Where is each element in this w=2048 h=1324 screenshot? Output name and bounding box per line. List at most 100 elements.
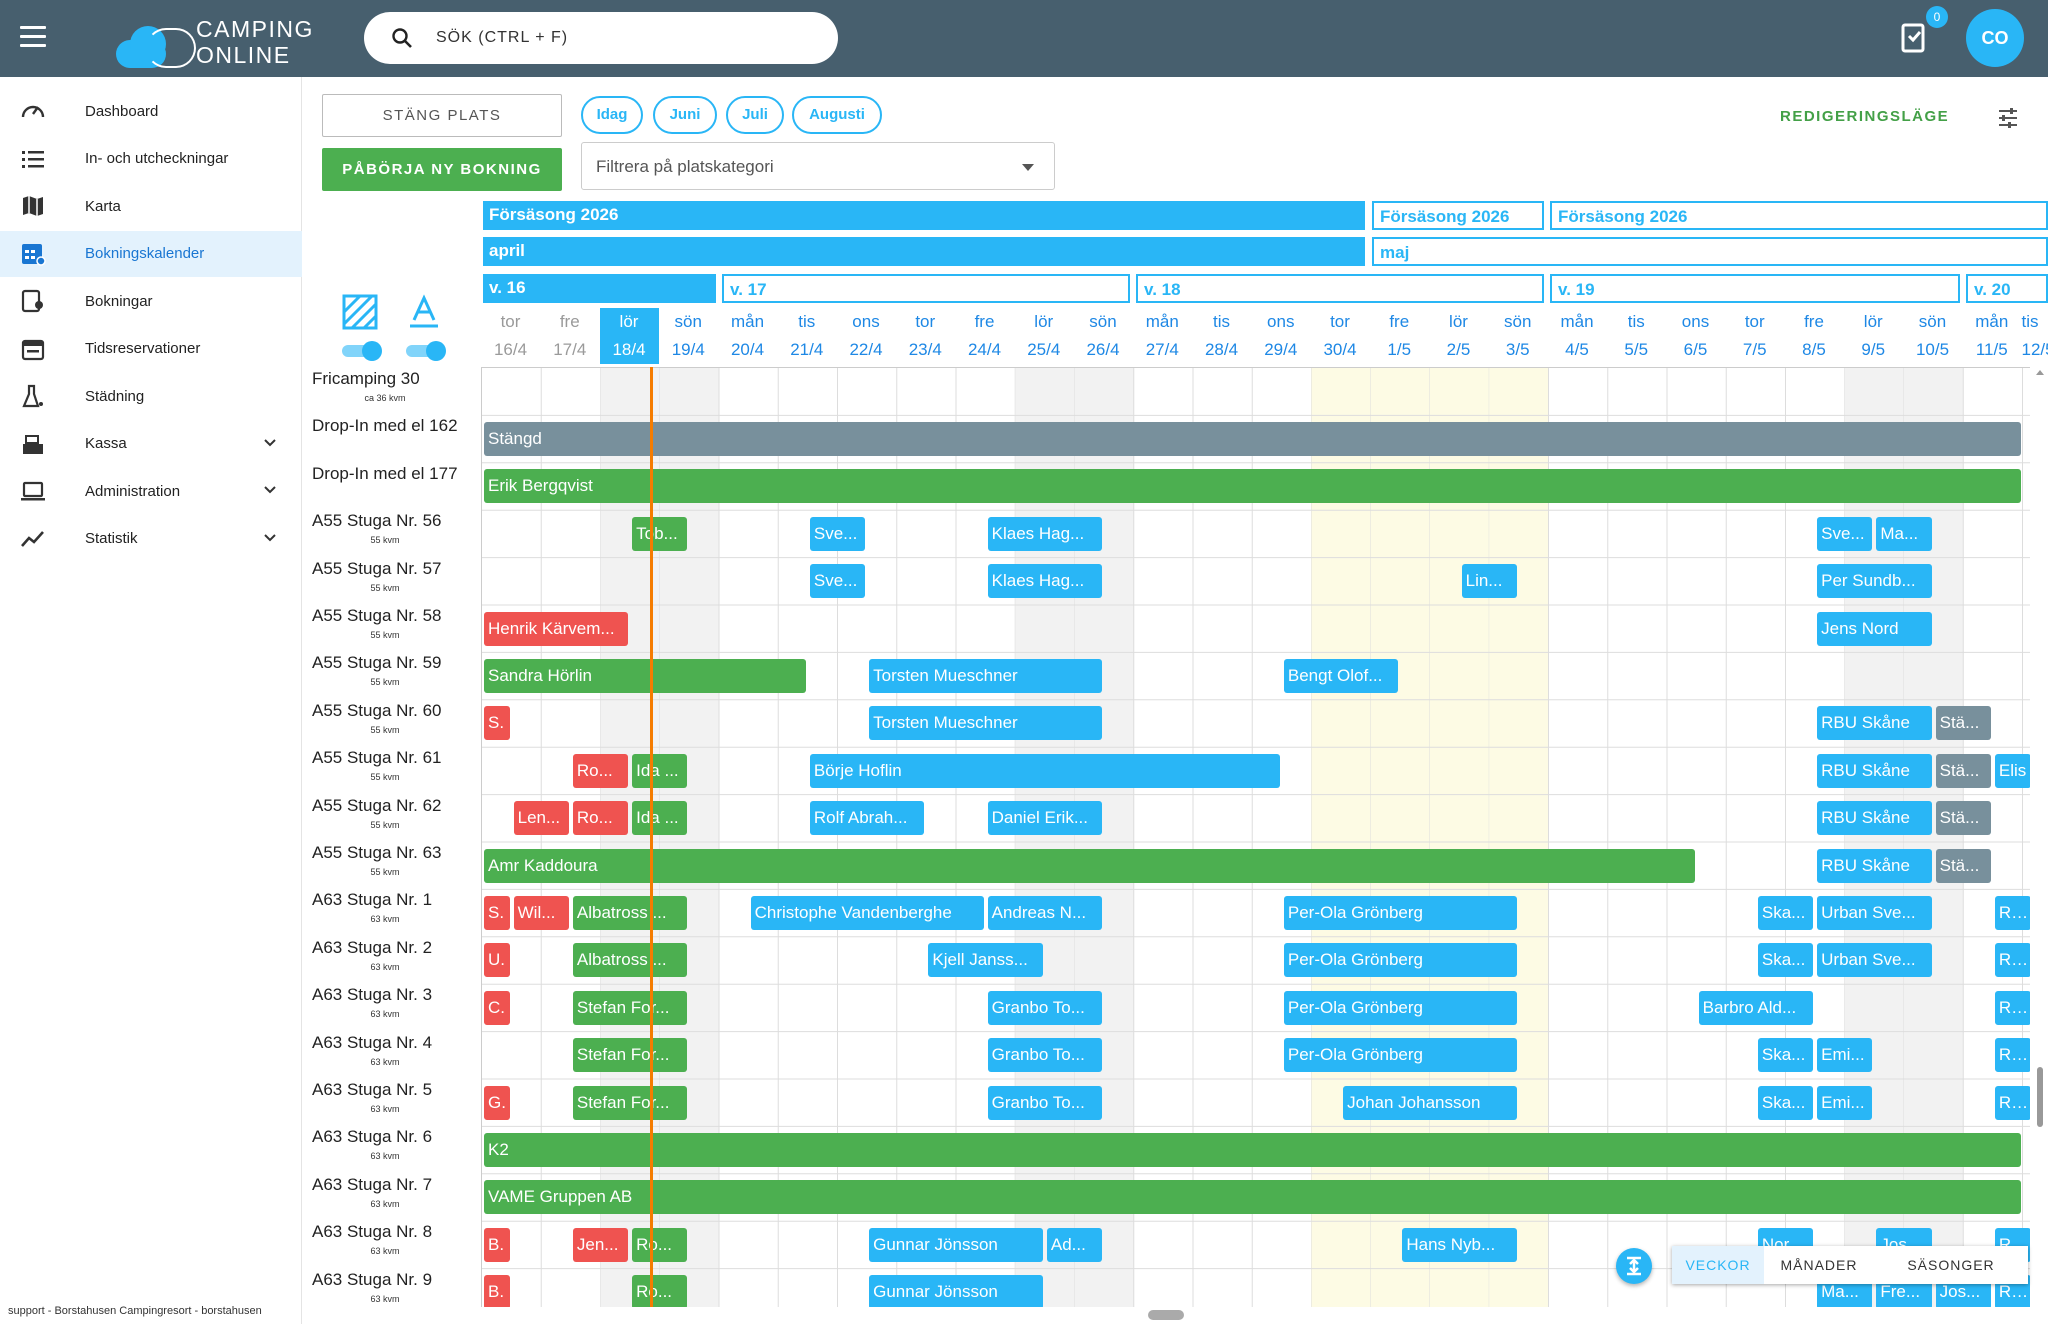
booking-block[interactable]: VAME Gruppen AB — [484, 1180, 2021, 1215]
booking-block[interactable]: Ad... — [1046, 1227, 1103, 1262]
site-row-label[interactable]: A63 Stuga Nr. 3 63 kvm — [310, 977, 480, 1024]
site-row-label[interactable]: A63 Stuga Nr. 2 63 kvm — [310, 930, 480, 977]
day-header[interactable]: ons 29/4 — [1251, 308, 1310, 364]
site-row-label[interactable]: Drop-In med el 162 — [310, 408, 480, 455]
booking-block[interactable]: Gunnar Jönsson — [869, 1275, 1043, 1307]
booking-block[interactable]: G. — [484, 1085, 510, 1120]
day-header[interactable]: fre 8/5 — [1785, 308, 1844, 364]
booking-block[interactable]: Stängd — [484, 421, 2021, 456]
booking-block[interactable]: Granbo To... — [987, 1085, 1103, 1120]
booking-block[interactable]: B. — [484, 1227, 510, 1262]
day-header[interactable]: fre 17/4 — [540, 308, 599, 364]
site-row-label[interactable]: A55 Stuga Nr. 63 55 kvm — [310, 835, 480, 882]
site-row-label[interactable]: A55 Stuga Nr. 56 55 kvm — [310, 503, 480, 550]
sidebar-item-bokningskalender[interactable]: Bokningskalender — [0, 230, 302, 277]
booking-block[interactable]: Sve... — [809, 516, 866, 551]
sidebar-item-dashboard[interactable]: Dashboard — [0, 88, 302, 134]
booking-block[interactable]: Stä... — [1935, 848, 1991, 883]
booking-block[interactable]: Jens Nord — [1817, 611, 1932, 646]
site-row-label[interactable]: A63 Stuga Nr. 9 63 kvm — [310, 1262, 480, 1309]
site-row-label[interactable]: A55 Stuga Nr. 59 55 kvm — [310, 645, 480, 692]
booking-block[interactable]: Wil... — [513, 895, 569, 930]
day-header[interactable]: fre 24/4 — [955, 308, 1014, 364]
booking-block[interactable]: Ska... — [1757, 1085, 1814, 1120]
site-row-label[interactable]: A55 Stuga Nr. 60 55 kvm — [310, 693, 480, 740]
booking-block[interactable]: Per-Ola Grönberg — [1283, 895, 1517, 930]
site-row-label[interactable]: A63 Stuga Nr. 4 63 kvm — [310, 1025, 480, 1072]
horizontal-scrollbar[interactable] — [1148, 1310, 1184, 1320]
day-header[interactable]: ons 6/5 — [1666, 308, 1725, 364]
sidebar-item-statistik[interactable]: Statistik — [0, 516, 302, 562]
day-header[interactable]: lör 9/5 — [1844, 308, 1903, 364]
booking-block[interactable]: RBU Skåne — [1817, 801, 1932, 836]
booking-block[interactable]: Lin... — [1461, 564, 1517, 599]
site-row-label[interactable]: A55 Stuga Nr. 58 55 kvm — [310, 598, 480, 645]
day-header[interactable]: lör 25/4 — [1014, 308, 1073, 364]
day-header[interactable]: tis 28/4 — [1192, 308, 1251, 364]
label-toggle[interactable] — [404, 340, 450, 362]
booking-block[interactable]: K2 — [484, 1132, 2021, 1167]
day-header[interactable]: lör 2/5 — [1429, 308, 1488, 364]
sidebar-item-kassa[interactable]: Kassa — [0, 421, 302, 467]
booking-block[interactable]: REC — [1994, 1085, 2030, 1120]
day-header[interactable]: mån 20/4 — [718, 308, 777, 364]
booking-block[interactable]: Ska... — [1757, 895, 1814, 930]
booking-block[interactable]: Daniel Erik... — [987, 801, 1103, 836]
site-row-label[interactable]: A63 Stuga Nr. 5 63 kvm — [310, 1072, 480, 1119]
booking-block[interactable]: Per-Ola Grönberg — [1283, 990, 1517, 1025]
booking-block[interactable]: Elis — [1994, 753, 2030, 788]
booking-block[interactable]: Per Sundb... — [1817, 564, 1932, 599]
sidebar-item-administration[interactable]: Administration — [0, 468, 302, 514]
category-filter-select[interactable]: Filtrera på platskategori — [581, 142, 1055, 190]
hatch-pattern-icon[interactable] — [342, 294, 378, 330]
booking-block[interactable]: Granbo To... — [987, 990, 1103, 1025]
day-header[interactable]: mån 11/5 — [1962, 308, 2021, 364]
booking-block[interactable]: Sve... — [1817, 516, 1873, 551]
booking-block[interactable]: Sve... — [809, 564, 866, 599]
quick-today-button[interactable]: Idag — [581, 96, 643, 134]
site-row-label[interactable]: A63 Stuga Nr. 1 63 kvm — [310, 882, 480, 929]
text-label-icon[interactable] — [406, 294, 442, 330]
scroll-to-top-button[interactable] — [1616, 1248, 1652, 1284]
vertical-scrollbar[interactable] — [2032, 367, 2048, 1307]
day-header[interactable]: sön 10/5 — [1903, 308, 1962, 364]
booking-block[interactable]: Albatross ... — [572, 895, 688, 930]
booking-block[interactable]: Emi... — [1817, 1038, 1873, 1073]
site-row-label[interactable]: Drop-In med el 177 — [310, 456, 480, 503]
site-row-label[interactable]: A55 Stuga Nr. 57 55 kvm — [310, 551, 480, 598]
menu-icon[interactable] — [20, 26, 46, 50]
sidebar-item-tidsreservationer[interactable]: Tidsreservationer — [0, 326, 302, 372]
day-header[interactable]: lör 18/4 — [599, 308, 659, 364]
site-row-label[interactable]: A55 Stuga Nr. 62 55 kvm — [310, 788, 480, 835]
booking-block[interactable]: Barbro Ald... — [1698, 990, 1814, 1025]
day-header[interactable]: sön 19/4 — [659, 308, 718, 364]
booking-block[interactable]: Sandra Hörlin — [484, 658, 806, 693]
booking-block[interactable]: RBU Skåne — [1817, 753, 1932, 788]
hatch-toggle[interactable] — [340, 340, 386, 362]
day-header[interactable]: sön 26/4 — [1074, 308, 1133, 364]
new-booking-button[interactable]: PÅBÖRJA NY BOKNING — [322, 148, 562, 191]
booking-block[interactable]: Stä... — [1935, 801, 1991, 836]
sidebar-item-bokningar[interactable]: Bokningar — [0, 278, 302, 324]
booking-block[interactable]: Jen... — [572, 1227, 629, 1262]
sidebar-item-in-och-utcheckningar[interactable]: In- och utcheckningar — [0, 136, 302, 182]
day-header[interactable]: fre 1/5 — [1370, 308, 1429, 364]
booking-block[interactable]: Ska... — [1757, 943, 1814, 978]
sidebar-item-karta[interactable]: Karta — [0, 183, 302, 229]
booking-block[interactable]: Per-Ola Grönberg — [1283, 943, 1517, 978]
day-header[interactable]: tis 12/5 — [2022, 308, 2048, 364]
day-header[interactable]: tis 21/4 — [777, 308, 836, 364]
close-site-button[interactable]: STÄNG PLATS — [322, 94, 562, 137]
day-header[interactable]: tor 23/4 — [896, 308, 955, 364]
quick-august-button[interactable]: Augusti — [792, 96, 882, 134]
edit-mode-button[interactable]: REDIGERINGSLÄGE — [1780, 108, 1950, 125]
day-header[interactable]: tor 30/4 — [1311, 308, 1370, 364]
day-header[interactable]: tor 7/5 — [1725, 308, 1784, 364]
site-row-label[interactable]: A55 Stuga Nr. 61 55 kvm — [310, 740, 480, 787]
booking-block[interactable]: Torsten Mueschner — [869, 658, 1103, 693]
day-header[interactable]: mån 27/4 — [1133, 308, 1192, 364]
logo[interactable]: CAMPING ONLINE — [116, 12, 316, 68]
booking-block[interactable]: Stä... — [1935, 706, 1991, 741]
booking-block[interactable]: Börje Hoflin — [809, 753, 1280, 788]
booking-block[interactable]: Stefan For... — [572, 1085, 688, 1120]
